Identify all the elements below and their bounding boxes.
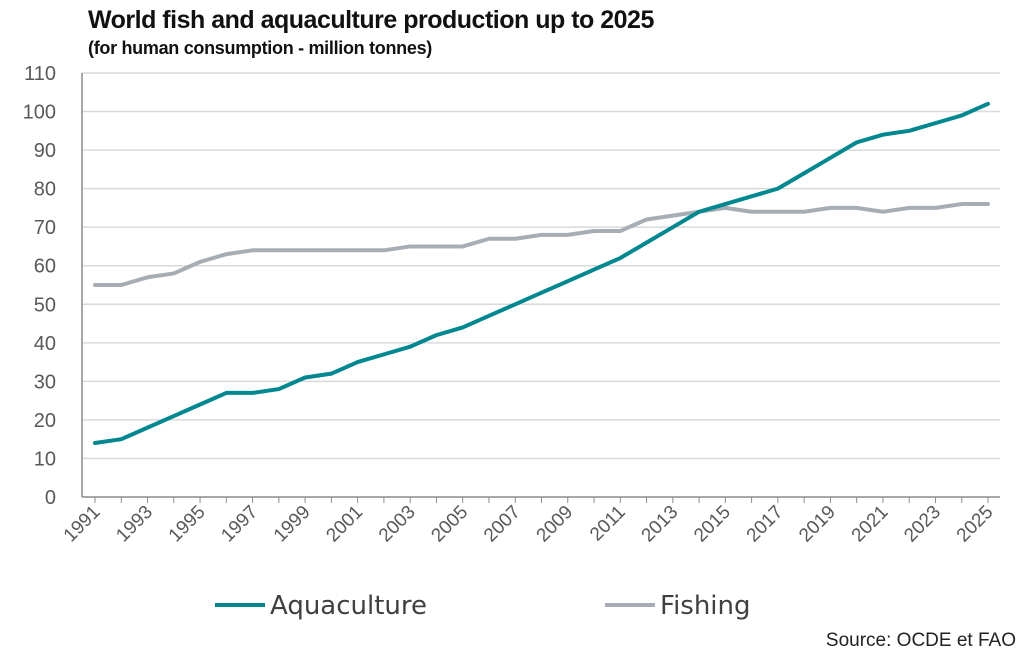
series-line-fishing [93,202,990,287]
x-tick-label: 2003 [375,502,420,547]
x-tick-label: 1999 [270,502,315,547]
x-tick-label: 2017 [743,502,788,547]
y-tick-label: 70 [34,217,56,239]
legend-label-fishing: Fishing [660,591,751,621]
legend-label-aquaculture: Aquaculture [270,591,427,621]
y-tick-label: 20 [34,410,56,432]
y-tick-label: 110 [24,63,56,85]
chart-subtitle: (for human consumption - million tonnes) [88,38,432,58]
x-tick-label: 2025 [953,502,998,547]
x-tick-label: 2011 [586,502,630,546]
x-tick-label: 2007 [480,502,525,547]
x-tick-label: 1993 [112,502,157,547]
y-tick-label: 30 [34,371,56,393]
series-line-aquaculture [93,101,990,446]
y-tick-label: 50 [34,294,56,316]
x-tick-label: 2019 [795,502,840,547]
y-tick-label: 10 [34,448,56,470]
chart-title: World fish and aquaculture production up… [88,6,654,34]
x-tick-label: 2023 [900,502,945,547]
x-tick-label: 2001 [322,502,367,547]
x-tick-label: 2015 [690,502,735,547]
y-tick-label: 90 [34,140,56,162]
x-tick-label: 2009 [533,502,578,547]
x-tick-label: 2005 [427,502,472,547]
y-tick-label: 40 [34,333,56,355]
source-note: Source: OCDE et FAO [825,630,1016,651]
y-tick-label: 0 [45,487,56,509]
x-tick-label: 1995 [165,502,210,547]
y-tick-label: 80 [34,179,56,201]
x-tick-label: 2013 [638,502,683,547]
y-tick-label: 60 [34,256,56,278]
x-tick-label: 1997 [217,502,262,547]
x-tick-label: 2021 [848,502,893,547]
y-tick-label: 100 [23,102,56,124]
x-tick-label: 1991 [60,502,105,547]
